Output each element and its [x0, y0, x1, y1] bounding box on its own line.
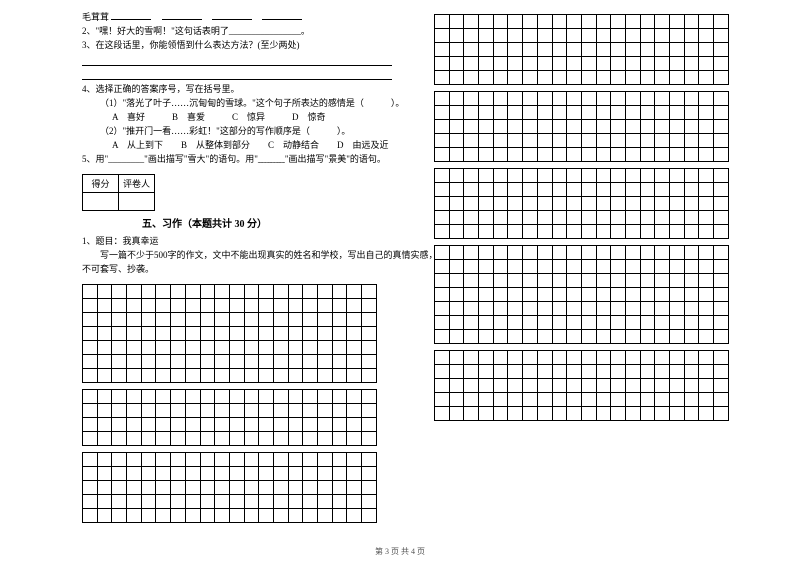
- text-line: 2、"嘿！好大的雪啊！"这句话表明了________________。: [82, 24, 392, 38]
- lbl: 毛茸茸: [82, 12, 109, 22]
- text-line: 3、在这段话里，你能领悟到什么表达方法？(至少两处): [82, 38, 392, 52]
- answer-blank: [82, 54, 392, 66]
- answer-blank: [82, 68, 392, 80]
- score-cell[interactable]: [83, 193, 119, 211]
- text-line: 毛茸茸: [82, 10, 392, 24]
- grader-cell[interactable]: [119, 193, 155, 211]
- writing-grid[interactable]: [434, 91, 729, 162]
- text-line: 1、题目：我真幸运: [82, 234, 392, 248]
- text-line: （2）"推开门一看……彩虹！"这部分的写作顺序是（ ）。: [82, 124, 392, 138]
- writing-grids-left: [82, 284, 392, 523]
- writing-grid[interactable]: [434, 245, 729, 344]
- score-header: 得分: [83, 175, 119, 193]
- text-line: 4、选择正确的答案序号，写在括号里。: [82, 82, 392, 96]
- writing-grid[interactable]: [82, 389, 377, 446]
- text-line: 不可套写、抄袭。: [82, 262, 392, 276]
- text-line: A 从上到下 B 从整体到部分 C 动静结合 D 由远及近: [82, 138, 392, 152]
- writing-grid[interactable]: [434, 168, 729, 239]
- writing-grid[interactable]: [82, 452, 377, 523]
- right-column: [434, 14, 732, 427]
- grader-header: 评卷人: [119, 175, 155, 193]
- text-line: A 喜好 B 喜爱 C 惊异 D 惊奇: [82, 110, 392, 124]
- left-column: 毛茸茸 2、"嘿！好大的雪啊！"这句话表明了________________。 …: [82, 10, 392, 529]
- section-title: 五、习作（本题共计 30 分）: [142, 215, 392, 230]
- writing-grid[interactable]: [434, 14, 729, 85]
- text-line: 写一篇不少于500字的作文，文中不能出现真实的姓名和学校，写出自己的真情实感，: [82, 248, 392, 262]
- text-line: （1）"落光了叶子……沉甸甸的雪球。"这个句子所表达的感情是（ ）。: [82, 96, 392, 110]
- writing-grid[interactable]: [434, 350, 729, 421]
- writing-grid[interactable]: [82, 284, 377, 383]
- page-footer: 第 3 页 共 4 页: [0, 546, 800, 557]
- score-table: 得分 评卷人: [82, 174, 155, 211]
- text-line: 5、用"________"画出描写"雪大"的语句。用"﹏﹏﹏"画出描写"景美"的…: [82, 152, 392, 166]
